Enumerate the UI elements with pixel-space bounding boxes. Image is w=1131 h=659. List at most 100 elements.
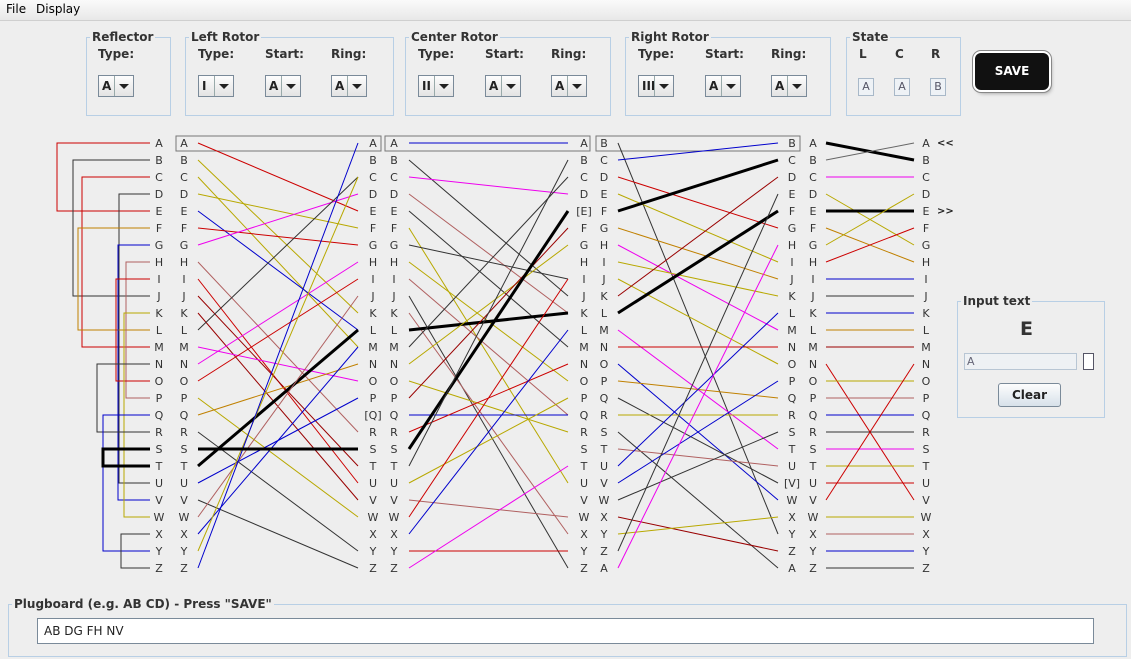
letter-c5-14: O xyxy=(580,375,589,388)
letter-c9-18: S xyxy=(923,443,930,456)
letter-c1-14: O xyxy=(155,375,164,388)
letter-c2-3: D xyxy=(180,188,188,201)
center-rotor-start-select[interactable]: A xyxy=(485,75,521,97)
letter-c9-8: I xyxy=(924,273,927,286)
rotor-position-box-0 xyxy=(175,135,382,152)
input-entry-box[interactable] xyxy=(1083,353,1094,370)
letter-c1-20: U xyxy=(155,477,163,490)
output-letter: E xyxy=(1020,318,1033,340)
letter-c1-2: C xyxy=(155,171,163,184)
letter-c9-0: A xyxy=(922,137,930,150)
letter-c5-2: C xyxy=(580,171,588,184)
reflector-pair xyxy=(115,278,150,382)
left-rotor-ring-select[interactable]: A xyxy=(331,75,367,97)
letter-c7-14: P xyxy=(789,375,796,388)
wire xyxy=(617,158,779,213)
letter-c7-22: X xyxy=(788,511,796,524)
wire xyxy=(408,176,569,195)
letter-c1-6: G xyxy=(155,239,164,252)
reflector-pair xyxy=(125,261,150,399)
letter-c3-21: V xyxy=(369,494,377,507)
letter-c5-12: M xyxy=(579,341,589,354)
letter-c8-7: H xyxy=(809,256,817,269)
menu-file[interactable]: File xyxy=(6,2,27,16)
letter-c5-17: R xyxy=(580,426,588,439)
wire xyxy=(197,142,359,212)
clear-button[interactable]: Clear xyxy=(998,383,1061,407)
letter-c1-10: K xyxy=(155,307,163,320)
left-rotor-type-select[interactable]: I xyxy=(198,75,234,97)
center-rotor-ring-select[interactable]: A xyxy=(551,75,587,97)
letter-c7-6: H xyxy=(788,239,796,252)
left-rotor-start-select[interactable]: A xyxy=(265,75,301,97)
letter-c1-24: Y xyxy=(155,545,163,558)
letter-c7-15: Q xyxy=(788,392,797,405)
letter-c4-24: Y xyxy=(390,545,398,558)
letter-c3-14: O xyxy=(369,375,378,388)
letter-c2-17: R xyxy=(180,426,188,439)
plugboard-input[interactable]: AB DG FH NV xyxy=(37,618,1094,644)
letter-c3-10: K xyxy=(369,307,377,320)
input-marker: << xyxy=(937,138,954,149)
letter-c2-7: H xyxy=(180,256,188,269)
letter-c7-19: U xyxy=(788,460,796,473)
letter-c9-17: R xyxy=(922,426,930,439)
wire xyxy=(408,397,569,484)
right-rotor-type-select[interactable]: III xyxy=(638,75,674,97)
wire xyxy=(408,176,569,348)
output-marker: >> xyxy=(937,206,954,217)
letter-c8-14: O xyxy=(809,375,818,388)
state-title: State xyxy=(852,30,889,44)
wire xyxy=(617,397,779,484)
chevron-down-icon xyxy=(567,76,586,96)
center-rotor-start-label: Start: xyxy=(485,47,524,61)
letter-c7-9: K xyxy=(788,290,796,303)
wire xyxy=(197,295,359,518)
save-button[interactable]: SAVE xyxy=(975,53,1049,90)
wire xyxy=(197,176,359,331)
letter-c5-9: J xyxy=(581,290,585,303)
letter-c8-20: U xyxy=(809,477,817,490)
letter-c8-2: C xyxy=(809,171,817,184)
center-rotor-ring-value: A xyxy=(555,79,565,93)
right-rotor-start-select[interactable]: A xyxy=(705,75,741,97)
right-rotor-ring-select[interactable]: A xyxy=(771,75,807,97)
letter-c8-24: Y xyxy=(809,545,817,558)
letter-c8-16: Q xyxy=(809,409,818,422)
letter-c2-22: W xyxy=(179,511,190,524)
letter-c1-18: S xyxy=(156,443,163,456)
letter-c9-9: J xyxy=(923,290,927,303)
letter-c1-22: W xyxy=(154,511,165,524)
letter-c5-16: Q xyxy=(580,409,589,422)
letter-c7-16: R xyxy=(788,409,796,422)
letter-c5-0: A xyxy=(580,137,588,150)
letter-c7-1: C xyxy=(788,154,796,167)
reflector-title: Reflector xyxy=(92,30,154,44)
letter-c6-4: F xyxy=(601,205,607,218)
letter-c6-25: A xyxy=(600,562,608,575)
center-rotor-type-select[interactable]: II xyxy=(418,75,454,97)
plugboard-title: Plugboard (e.g. AB CD) - Press "SAVE" xyxy=(14,597,272,611)
letter-c8-12: M xyxy=(808,341,818,354)
left-rotor-start-value: A xyxy=(269,79,279,93)
letter-c7-17: S xyxy=(789,426,796,439)
letter-c4-9: J xyxy=(391,290,395,303)
letter-c4-14: O xyxy=(390,375,399,388)
letter-c1-1: B xyxy=(155,154,163,167)
chevron-down-icon xyxy=(347,76,366,96)
letter-c3-5: F xyxy=(370,222,376,235)
letter-c1-12: M xyxy=(154,341,164,354)
wire xyxy=(197,227,359,246)
reflector-type-select[interactable]: A xyxy=(98,75,134,97)
menu-display[interactable]: Display xyxy=(36,2,81,16)
letter-c6-3: E xyxy=(601,188,608,201)
letter-c3-20: U xyxy=(369,477,377,490)
letter-c3-11: L xyxy=(370,324,377,337)
center-rotor-ring-label: Ring: xyxy=(551,47,587,61)
letter-c3-8: I xyxy=(371,273,374,286)
wire xyxy=(617,448,779,467)
letter-c3-24: Y xyxy=(369,545,377,558)
input-text-field[interactable]: A xyxy=(964,353,1077,370)
letter-c3-6: G xyxy=(369,239,378,252)
letter-c5-15: P xyxy=(581,392,588,405)
